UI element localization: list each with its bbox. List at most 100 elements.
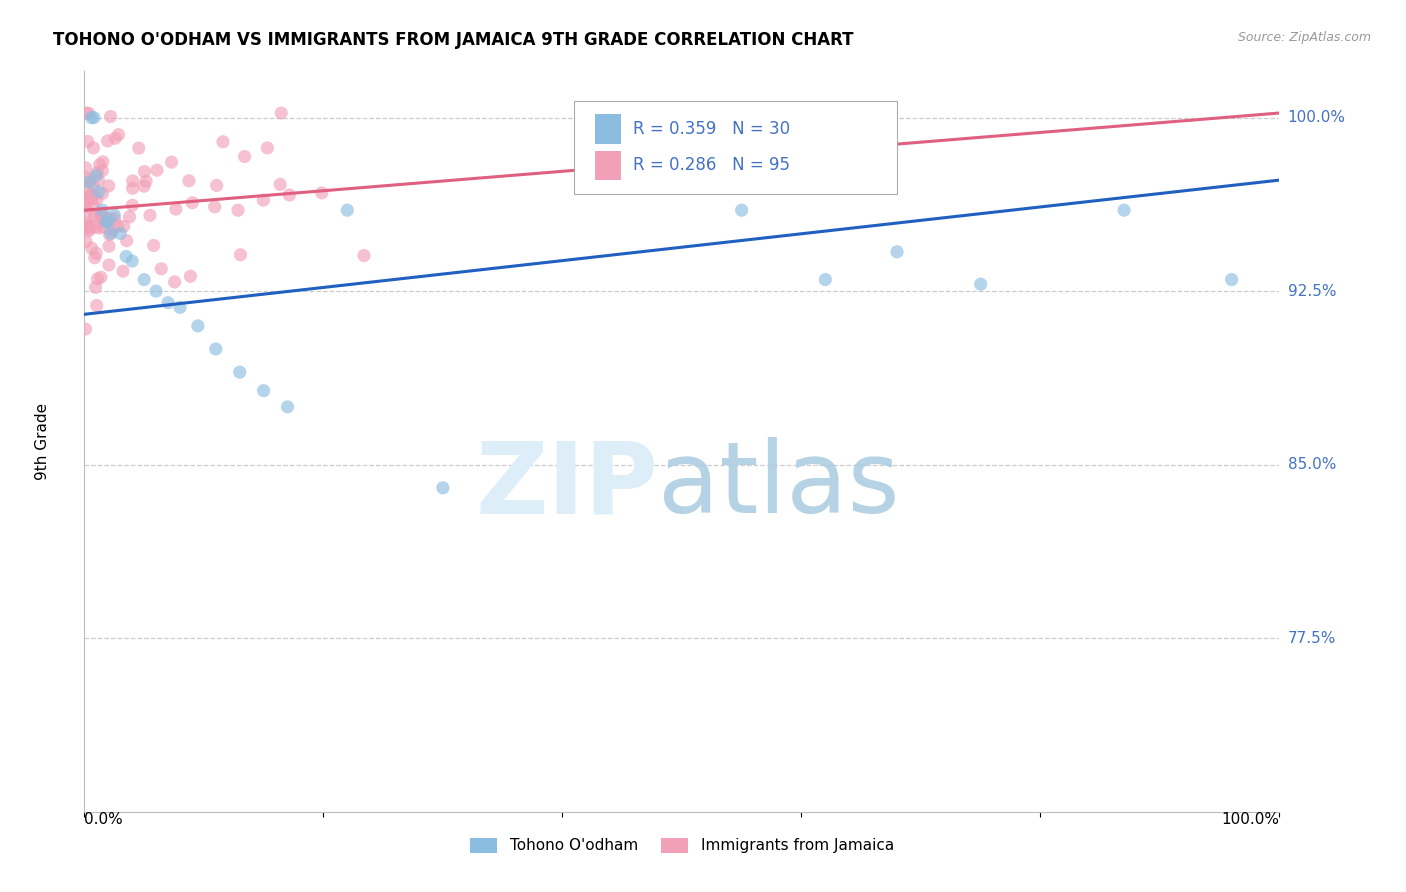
Point — [205, 342, 228, 356]
Point — [112, 219, 135, 234]
Text: 77.5%: 77.5% — [1288, 631, 1336, 646]
Point — [101, 223, 124, 237]
Point — [83, 251, 105, 265]
Point — [128, 141, 150, 155]
Point — [146, 163, 169, 178]
Point — [121, 254, 143, 268]
Text: 92.5%: 92.5% — [1288, 284, 1336, 299]
Point — [75, 180, 97, 194]
Point — [75, 216, 97, 230]
Point — [205, 178, 228, 193]
Text: atlas: atlas — [658, 437, 900, 534]
Bar — [595, 151, 621, 180]
Point — [100, 227, 122, 241]
Point — [278, 188, 301, 202]
Point — [252, 193, 274, 207]
Point — [94, 215, 117, 229]
Point — [112, 264, 135, 278]
Point — [84, 219, 107, 234]
Point — [90, 209, 112, 223]
Point — [277, 400, 299, 414]
Point — [75, 193, 97, 207]
Point — [336, 203, 359, 218]
Point — [79, 219, 101, 234]
Point — [82, 199, 104, 213]
Point — [132, 179, 155, 194]
Point — [132, 272, 156, 286]
Point — [179, 269, 201, 284]
Point — [82, 141, 104, 155]
Point — [91, 163, 114, 178]
Point — [90, 206, 112, 220]
Point — [75, 170, 97, 185]
Point — [311, 186, 333, 200]
Bar — [595, 114, 621, 144]
Point — [212, 135, 235, 149]
Point — [77, 220, 100, 235]
Point — [97, 258, 120, 272]
Point — [93, 213, 115, 227]
Text: R = 0.286   N = 95: R = 0.286 N = 95 — [633, 156, 790, 174]
Point — [87, 173, 110, 187]
Point — [115, 250, 138, 264]
Point — [233, 149, 256, 163]
Point — [76, 196, 98, 211]
Point — [84, 246, 107, 260]
Point — [139, 208, 162, 222]
Point — [98, 212, 121, 227]
Point — [731, 203, 754, 218]
Point — [229, 248, 252, 262]
Point — [970, 277, 993, 292]
Point — [96, 211, 118, 226]
Point — [89, 158, 111, 172]
Point — [157, 295, 180, 310]
Point — [226, 203, 249, 218]
Point — [87, 185, 110, 199]
Legend: Tohono O'odham, Immigrants from Jamaica: Tohono O'odham, Immigrants from Jamaica — [464, 831, 900, 860]
Point — [110, 227, 132, 241]
Point — [80, 111, 103, 125]
Point — [91, 219, 114, 234]
Point — [160, 155, 183, 169]
Point — [142, 238, 165, 252]
Point — [86, 298, 108, 312]
Point — [1114, 203, 1136, 218]
Point — [121, 198, 143, 212]
Point — [269, 178, 291, 192]
Point — [89, 221, 111, 235]
Point — [86, 272, 108, 286]
Point — [165, 202, 187, 216]
Point — [86, 192, 108, 206]
Point — [100, 110, 122, 124]
Point — [163, 275, 186, 289]
FancyBboxPatch shape — [575, 101, 897, 194]
Point — [181, 195, 204, 210]
Point — [91, 186, 114, 201]
Point — [77, 222, 100, 236]
Point — [121, 181, 143, 195]
Point — [97, 239, 120, 253]
Point — [80, 192, 103, 206]
Text: 9th Grade: 9th Grade — [35, 403, 51, 480]
Point — [84, 208, 107, 222]
Text: 100.0%: 100.0% — [1288, 110, 1346, 125]
Point — [84, 280, 107, 294]
Point — [75, 235, 97, 249]
Point — [76, 135, 98, 149]
Point — [83, 111, 105, 125]
Point — [107, 219, 129, 233]
Point — [79, 188, 101, 202]
Point — [90, 270, 112, 285]
Point — [75, 106, 97, 120]
Point — [270, 106, 292, 120]
Point — [77, 189, 100, 203]
Point — [353, 249, 375, 263]
Point — [80, 241, 103, 255]
Point — [77, 224, 100, 238]
Point — [107, 128, 129, 142]
Point — [118, 210, 141, 224]
Point — [97, 134, 120, 148]
Point — [187, 318, 209, 333]
Text: 85.0%: 85.0% — [1288, 458, 1336, 472]
Point — [77, 106, 100, 120]
